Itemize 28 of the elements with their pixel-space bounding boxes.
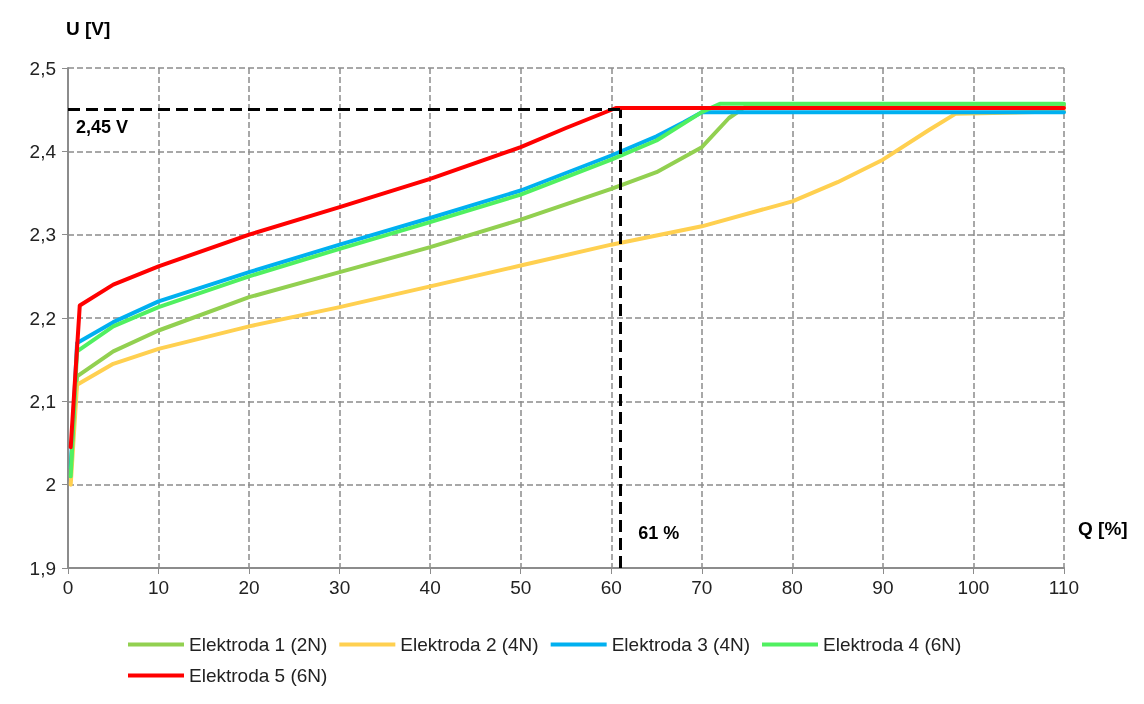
y-tick-label: 2,5 — [29, 57, 56, 79]
legend-label: Elektroda 2 (4N) — [400, 634, 539, 655]
x-tick-label: 0 — [62, 577, 74, 598]
ref-line-label: 61 % — [638, 523, 680, 543]
y-tick-label: 2,1 — [29, 390, 56, 412]
y-tick-label: 2,3 — [29, 224, 56, 246]
x-tick-label: 10 — [147, 577, 170, 598]
legend-label: Elektroda 1 (2N) — [189, 634, 328, 655]
y-tick-label: 1,9 — [29, 557, 56, 579]
y-tick-label: 2 — [45, 474, 56, 496]
x-tick-label: 90 — [872, 577, 894, 598]
x-tick-label: 50 — [510, 577, 532, 598]
y-tick-label: 2,4 — [29, 140, 57, 162]
x-tick-label: 100 — [957, 577, 990, 598]
x-tick-label: 30 — [329, 577, 351, 598]
y-axis-title: U [V] — [66, 18, 111, 39]
ref-line-label: 2,45 V — [76, 116, 129, 137]
x-axis-title: Q [%] — [1078, 518, 1128, 539]
x-tick-label: 60 — [600, 577, 622, 598]
legend-label: Elektroda 3 (4N) — [611, 634, 751, 655]
y-tick-label: 2,2 — [29, 307, 56, 329]
x-tick-label: 110 — [1048, 577, 1080, 598]
legend-label: Elektroda 4 (6N) — [823, 634, 962, 655]
x-tick-label: 80 — [781, 577, 803, 598]
x-tick-label: 70 — [691, 577, 713, 598]
x-tick-label: 40 — [419, 577, 441, 598]
legend-label: Elektroda 5 (6N) — [189, 665, 328, 686]
x-tick-label: 20 — [238, 577, 260, 598]
